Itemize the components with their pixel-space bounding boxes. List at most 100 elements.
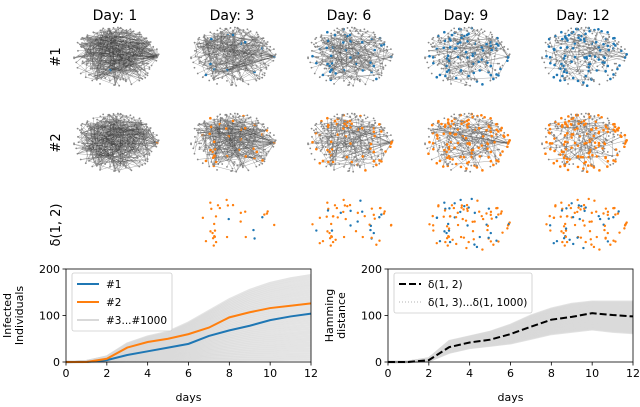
diff-node-run2 <box>471 229 475 233</box>
network-node <box>368 129 371 132</box>
network-node <box>471 137 474 140</box>
network-node <box>132 30 135 33</box>
network-node <box>210 124 213 126</box>
network-node <box>386 131 389 134</box>
network-node <box>325 165 328 168</box>
network-node <box>206 37 209 39</box>
network-node <box>133 147 136 150</box>
network-node <box>327 75 330 77</box>
network-edge <box>210 32 257 67</box>
network-node <box>144 37 147 40</box>
network-node <box>378 162 381 165</box>
network-node <box>88 160 90 162</box>
network-edge <box>564 123 586 166</box>
network-node <box>360 37 363 40</box>
network-node <box>138 31 141 34</box>
network-node <box>203 125 206 128</box>
diff-node-run2 <box>318 216 322 220</box>
network-node <box>464 156 467 159</box>
network-run2-day3 <box>190 112 277 173</box>
network-node <box>313 129 315 132</box>
network-node <box>262 62 265 65</box>
network-node <box>225 34 228 37</box>
network-node <box>311 135 313 138</box>
infected-node <box>487 155 490 159</box>
network-node <box>356 141 359 144</box>
infected-node <box>327 160 330 164</box>
infected-node <box>459 165 463 169</box>
network-edge <box>126 45 132 61</box>
network-node <box>556 39 559 42</box>
network-node <box>342 120 345 123</box>
network-node <box>263 72 266 74</box>
network-node <box>81 60 84 63</box>
network-node <box>371 37 374 40</box>
network-node <box>227 158 230 161</box>
network-node <box>496 135 499 138</box>
diff-node-run2 <box>343 204 347 207</box>
network-edge <box>486 36 491 67</box>
network-node <box>222 38 225 41</box>
network-edge <box>226 149 240 157</box>
network-node <box>134 63 136 66</box>
infected-node <box>616 67 619 71</box>
diff-node-run2 <box>444 240 447 244</box>
network-node <box>332 125 335 128</box>
network-node <box>378 47 381 50</box>
network-node <box>351 152 354 154</box>
infected-node <box>380 160 383 163</box>
network-node <box>445 153 447 156</box>
network-node <box>593 46 596 49</box>
network-node <box>77 55 80 58</box>
row-label: #1 <box>49 47 64 66</box>
diff-node-run1 <box>378 216 381 219</box>
network-node <box>96 118 99 121</box>
network-node <box>243 55 245 58</box>
network-node <box>391 53 394 56</box>
network-node <box>208 67 211 70</box>
network-node <box>214 157 217 160</box>
network-node <box>208 165 211 168</box>
network-node <box>255 139 258 142</box>
network-node <box>315 146 318 149</box>
network-node <box>113 70 116 73</box>
network-node <box>90 146 93 149</box>
diff-node-run2 <box>443 209 447 212</box>
network-node <box>314 124 317 127</box>
network-node <box>337 124 340 127</box>
network-node <box>233 146 236 149</box>
network-edge <box>458 149 489 158</box>
network-node <box>151 48 154 51</box>
network-edge <box>226 140 229 158</box>
network-node <box>473 141 476 144</box>
network-node <box>391 54 393 57</box>
network-edge <box>100 35 112 74</box>
network-node <box>155 145 158 148</box>
network-node <box>474 126 477 129</box>
network-edge <box>233 117 251 128</box>
network-edge <box>377 56 383 64</box>
network-node <box>99 115 102 118</box>
network-node <box>240 154 243 157</box>
network-node <box>232 76 235 79</box>
network-node <box>257 35 260 38</box>
network-node <box>322 39 325 42</box>
network-edge <box>338 39 345 81</box>
network-node <box>120 151 123 154</box>
network-node <box>375 45 378 48</box>
network-node <box>581 84 584 87</box>
network-node <box>470 66 473 69</box>
network-node <box>315 42 317 44</box>
infected-node <box>480 114 483 117</box>
network-node <box>485 59 488 62</box>
network-node <box>234 129 237 132</box>
network-node <box>361 33 364 35</box>
infected-node <box>468 141 471 145</box>
network-edge <box>223 120 275 144</box>
network-node <box>456 38 459 41</box>
network-node <box>321 38 324 40</box>
network-node <box>105 128 108 131</box>
network-node <box>85 137 88 140</box>
network-edge <box>212 49 270 79</box>
network-node <box>371 125 373 128</box>
